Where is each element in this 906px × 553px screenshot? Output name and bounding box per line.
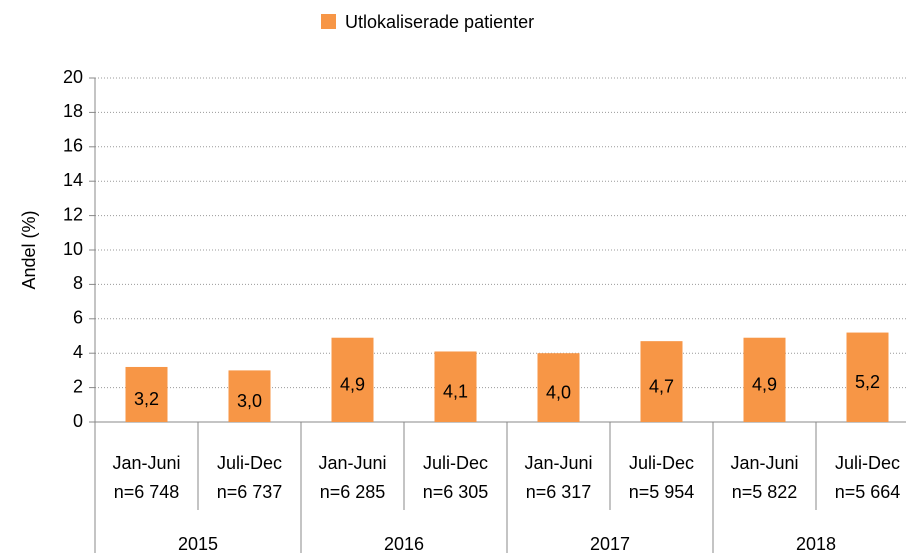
x-tick-label: Juli-Dec xyxy=(629,453,694,473)
n-label: n=5 954 xyxy=(629,482,695,502)
x-tick-label: Jan-Juni xyxy=(318,453,386,473)
y-tick-label: 20 xyxy=(63,67,83,87)
bar xyxy=(743,337,786,422)
x-tick-label: Juli-Dec xyxy=(423,453,488,473)
n-label: n=5 822 xyxy=(732,482,798,502)
y-tick-label: 18 xyxy=(63,101,83,121)
legend-label: Utlokaliserade patienter xyxy=(345,12,534,32)
n-label: n=6 317 xyxy=(526,482,592,502)
x-tick-label: Jan-Juni xyxy=(112,453,180,473)
value-label: 4,9 xyxy=(340,375,365,395)
x-tick-label: Jan-Juni xyxy=(730,453,798,473)
n-label: n=6 737 xyxy=(217,482,283,502)
group-label: 2018 xyxy=(796,534,836,553)
n-label: n=5 664 xyxy=(835,482,901,502)
bar xyxy=(125,366,168,422)
y-tick-label: 16 xyxy=(63,136,83,156)
value-label: 5,2 xyxy=(855,372,880,392)
y-tick-label: 14 xyxy=(63,170,83,190)
bar xyxy=(537,353,580,422)
x-tick-label: Jan-Juni xyxy=(524,453,592,473)
group-label: 2017 xyxy=(590,534,630,553)
y-tick-label: 8 xyxy=(73,273,83,293)
bar xyxy=(846,332,889,422)
y-tick-label: 12 xyxy=(63,204,83,224)
y-tick-label: 4 xyxy=(73,342,83,362)
y-tick-label: 0 xyxy=(73,411,83,431)
x-tick-label: Juli-Dec xyxy=(835,453,900,473)
legend-swatch xyxy=(321,14,336,29)
y-axis-label: Andel (%) xyxy=(19,210,39,289)
bar xyxy=(434,351,477,422)
group-label: 2015 xyxy=(178,534,218,553)
y-tick-label: 2 xyxy=(73,376,83,396)
value-label: 4,0 xyxy=(546,382,571,402)
group-label: 2016 xyxy=(384,534,424,553)
value-label: 3,2 xyxy=(134,389,159,409)
bar xyxy=(640,341,683,422)
n-label: n=6 305 xyxy=(423,482,489,502)
value-label: 4,1 xyxy=(443,381,468,401)
y-tick-label: 6 xyxy=(73,308,83,328)
n-label: n=6 285 xyxy=(320,482,386,502)
value-label: 4,7 xyxy=(649,376,674,396)
n-label: n=6 748 xyxy=(114,482,180,502)
bar xyxy=(331,337,374,422)
value-label: 3,0 xyxy=(237,391,262,411)
bar xyxy=(228,370,271,422)
y-tick-label: 10 xyxy=(63,239,83,259)
x-tick-label: Juli-Dec xyxy=(217,453,282,473)
value-label: 4,9 xyxy=(752,375,777,395)
